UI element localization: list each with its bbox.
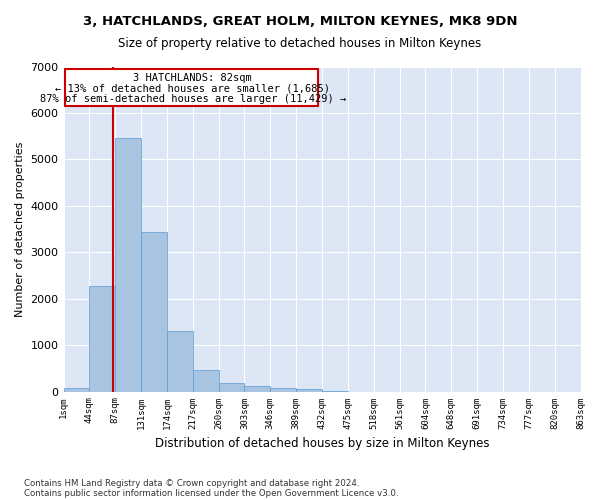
Text: Contains HM Land Registry data © Crown copyright and database right 2024.: Contains HM Land Registry data © Crown c… <box>24 478 359 488</box>
Text: Contains public sector information licensed under the Open Government Licence v3: Contains public sector information licen… <box>24 488 398 498</box>
Bar <box>296 389 322 392</box>
Bar <box>193 370 218 392</box>
Bar <box>115 138 141 392</box>
Bar <box>271 388 296 392</box>
Text: ← 13% of detached houses are smaller (1,685): ← 13% of detached houses are smaller (1,… <box>55 83 330 93</box>
X-axis label: Distribution of detached houses by size in Milton Keynes: Distribution of detached houses by size … <box>155 437 489 450</box>
Bar <box>141 232 167 392</box>
Bar <box>167 330 193 392</box>
Text: 87% of semi-detached houses are larger (11,429) →: 87% of semi-detached houses are larger (… <box>40 94 346 104</box>
FancyBboxPatch shape <box>65 69 318 106</box>
Bar <box>89 286 115 392</box>
Text: 3, HATCHLANDS, GREAT HOLM, MILTON KEYNES, MK8 9DN: 3, HATCHLANDS, GREAT HOLM, MILTON KEYNES… <box>83 15 517 28</box>
Y-axis label: Number of detached properties: Number of detached properties <box>15 142 25 316</box>
Bar <box>244 386 271 392</box>
Text: 3 HATCHLANDS: 82sqm: 3 HATCHLANDS: 82sqm <box>133 72 252 83</box>
Text: Size of property relative to detached houses in Milton Keynes: Size of property relative to detached ho… <box>118 38 482 51</box>
Bar <box>64 388 89 392</box>
Bar <box>218 384 244 392</box>
